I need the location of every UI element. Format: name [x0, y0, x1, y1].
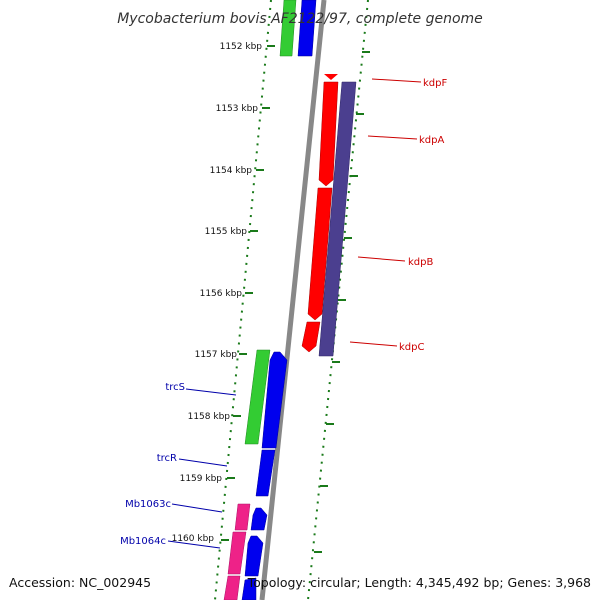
- scale-label: 1156 kbp: [200, 289, 243, 299]
- map-title: Mycobacterium bovis AF2122/97, complete …: [117, 11, 483, 27]
- left-ticks: [221, 45, 275, 541]
- gene-label-Mb1063c[interactable]: Mb1063c: [125, 499, 171, 510]
- gene-pink-bottom[interactable]: [223, 575, 241, 600]
- gene-blue-bottom[interactable]: [241, 577, 257, 600]
- scale-label: 1157 kbp: [195, 350, 238, 360]
- gene-Mb1063c-pink[interactable]: [234, 503, 251, 531]
- gene-purple-feature[interactable]: [318, 81, 357, 357]
- gene-label-trcR[interactable]: trcR: [157, 453, 177, 464]
- gene-label-kdpA[interactable]: kdpA: [419, 135, 444, 146]
- right-gene-labels: kdpF kdpA kdpB kdpC: [399, 78, 447, 353]
- right-label-lines: [349, 78, 422, 347]
- genome-backbone: [259, 0, 327, 600]
- scale-labels: 1152 kbp 1153 kbp 1154 kbp 1155 kbp 1156…: [172, 42, 263, 544]
- scale-label: 1152 kbp: [220, 42, 263, 52]
- gene-label-kdpC[interactable]: kdpC: [399, 342, 424, 353]
- gene-trcS-green[interactable]: [244, 349, 271, 445]
- gene-label-trcS[interactable]: trcS: [165, 382, 185, 393]
- gene-label-kdpF[interactable]: kdpF: [423, 78, 447, 89]
- gene-blue-top[interactable]: [297, 0, 317, 57]
- gene-green-top[interactable]: [279, 0, 297, 57]
- scale-label: 1155 kbp: [205, 227, 248, 237]
- gene-kdpB[interactable]: [307, 187, 333, 321]
- gene-label-kdpB[interactable]: kdpB: [408, 257, 433, 268]
- gene-Mb1064c-blue[interactable]: [244, 535, 264, 577]
- gene-trcS-blue[interactable]: [261, 351, 288, 449]
- gene-label-Mb1064c[interactable]: Mb1064c: [120, 536, 166, 547]
- left-label-lines: [167, 388, 237, 549]
- scale-label: 1153 kbp: [216, 104, 259, 114]
- topology-text: Topology: circular; Length: 4,345,492 bp…: [247, 575, 591, 590]
- gene-trcR[interactable]: [255, 449, 276, 497]
- scale-label: 1160 kbp: [172, 534, 215, 544]
- gene-kdpF[interactable]: [324, 74, 338, 80]
- right-ticks: [314, 51, 370, 553]
- accession-text: Accession: NC_002945: [9, 575, 151, 590]
- gene-kdpC[interactable]: [301, 321, 321, 353]
- gene-Mb1063c-blue[interactable]: [250, 507, 268, 531]
- scale-label: 1158 kbp: [188, 412, 231, 422]
- gene-kdpA[interactable]: [318, 81, 339, 187]
- scale-label: 1154 kbp: [210, 166, 253, 176]
- left-gene-labels: trcS trcR Mb1063c Mb1064c: [120, 382, 185, 547]
- scale-label: 1159 kbp: [180, 474, 223, 484]
- gene-Mb1064c-pink[interactable]: [227, 531, 247, 575]
